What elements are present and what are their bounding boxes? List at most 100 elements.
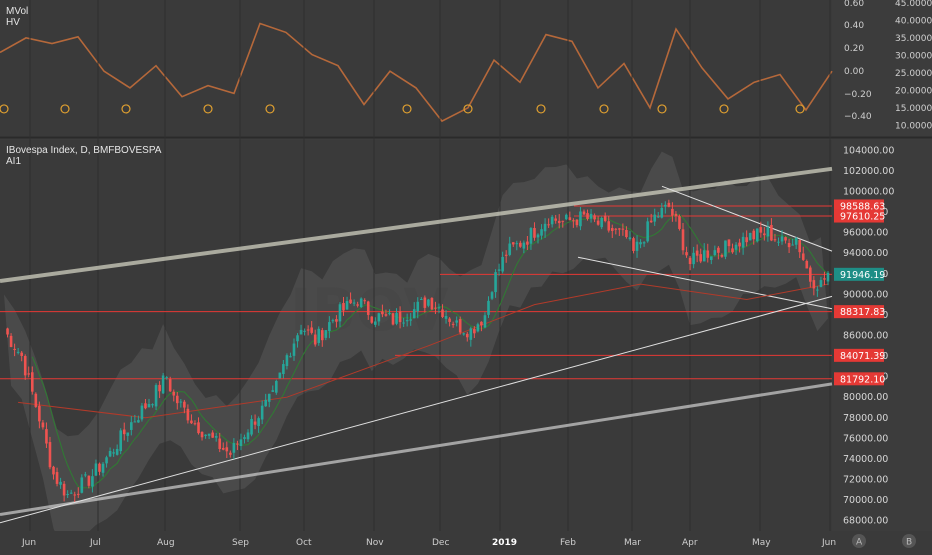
candle-body	[126, 432, 130, 436]
top-pane-bg	[0, 0, 832, 136]
mvol-axis-tick: 40.0000	[895, 17, 932, 27]
candle-body	[183, 401, 186, 408]
candle-body	[101, 463, 105, 473]
candle-body	[342, 302, 345, 311]
candle-body	[384, 314, 388, 316]
hv-axis-tick: 0.20	[844, 44, 864, 54]
candle-body	[770, 225, 773, 241]
channel-upper-line	[0, 166, 833, 283]
candle-body	[303, 330, 306, 332]
candle-body	[218, 438, 222, 449]
candle-body	[434, 307, 437, 309]
candle-body	[812, 280, 816, 289]
candle-body	[748, 232, 752, 241]
time-axis-label: Aug	[157, 538, 175, 548]
time-axis-label: Apr	[682, 538, 698, 548]
corner-button-circle	[852, 534, 866, 548]
candles	[6, 199, 830, 502]
candle-body	[476, 324, 480, 332]
level-label-box	[834, 199, 884, 213]
candle-body	[204, 434, 207, 436]
candle-body	[253, 421, 257, 425]
candle-body	[115, 448, 119, 455]
hv-axis-tick: 0.60	[844, 0, 864, 9]
candle-body	[395, 312, 398, 324]
candle-body	[122, 429, 126, 435]
candle-body	[232, 443, 236, 453]
price-tick-label: 78000.00	[843, 413, 888, 424]
mvol-axis-tick: 10.0000	[895, 122, 932, 132]
candle-body	[214, 436, 218, 438]
candle-body	[296, 335, 299, 342]
candle-body	[533, 228, 536, 238]
candle-body	[745, 237, 748, 243]
legend-hv: HV	[6, 17, 20, 28]
candle-body	[154, 385, 158, 407]
time-axis-label: 2019	[492, 538, 517, 548]
candle-body	[678, 216, 681, 229]
price-tick-label: 100000.00	[843, 186, 894, 197]
candle-body	[239, 439, 243, 447]
candle-body	[108, 450, 112, 457]
candle-body	[16, 351, 20, 353]
candle-body	[412, 309, 416, 319]
candle-body	[826, 272, 830, 282]
candle-body	[448, 318, 451, 322]
mvol-axis-tick: 35.0000	[895, 34, 932, 44]
candle-body	[420, 298, 423, 300]
hv-line	[0, 22, 833, 123]
candle-body	[550, 216, 554, 225]
candle-body	[660, 207, 664, 218]
price-tick-label: 68000.00	[843, 516, 888, 527]
candle-body	[391, 313, 395, 325]
legend-mvol: MVol	[6, 6, 29, 17]
candle-body	[76, 493, 80, 495]
mvol-signal-marker	[795, 104, 805, 114]
price-tick-label: 94000.00	[843, 248, 888, 259]
trend-support-line	[0, 295, 833, 524]
candle-body	[416, 301, 420, 312]
candle-body	[469, 328, 473, 340]
candle-body	[727, 239, 731, 247]
candle-body	[755, 228, 759, 242]
wedge-upper-line	[661, 185, 833, 252]
candle-body	[427, 299, 430, 306]
candle-body	[731, 248, 734, 253]
candle-body	[161, 375, 165, 394]
candle-body	[734, 244, 738, 250]
mvol-signal-marker	[599, 104, 609, 114]
candle-body	[175, 395, 179, 404]
candle-body	[144, 403, 147, 409]
hv-axis-tick: −0.40	[844, 112, 872, 122]
mvol-signal-marker	[60, 104, 70, 114]
time-axis-bg	[0, 531, 932, 550]
candle-body	[87, 475, 91, 486]
mvol-signal-marker	[657, 104, 667, 114]
price-tick-label: 86000.00	[843, 331, 888, 342]
candle-body	[809, 267, 812, 282]
candle-body	[30, 372, 34, 392]
candle-body	[55, 472, 59, 484]
level-label: 84071.39	[840, 351, 885, 362]
candle-body	[702, 250, 706, 262]
candle-body	[260, 405, 264, 420]
candle-body	[653, 214, 657, 222]
candle-body	[331, 320, 335, 322]
candle-body	[451, 323, 455, 325]
candle-body	[763, 233, 766, 236]
price-tick-label: 80000.00	[843, 392, 888, 403]
candle-body	[366, 301, 370, 315]
candle-body	[441, 309, 444, 317]
candle-body	[635, 241, 639, 251]
mvol-signal-marker	[0, 104, 9, 114]
mvol-signal-marker	[536, 104, 546, 114]
candle-body	[264, 399, 267, 407]
candle-body	[9, 335, 13, 347]
price-tick-label: 76000.00	[843, 433, 888, 444]
candle-body	[165, 377, 168, 379]
mvol-axis-tick: 30.0000	[895, 52, 932, 62]
price-tick-label: 72000.00	[843, 475, 888, 486]
price-tick-label: 74000.00	[843, 454, 888, 465]
